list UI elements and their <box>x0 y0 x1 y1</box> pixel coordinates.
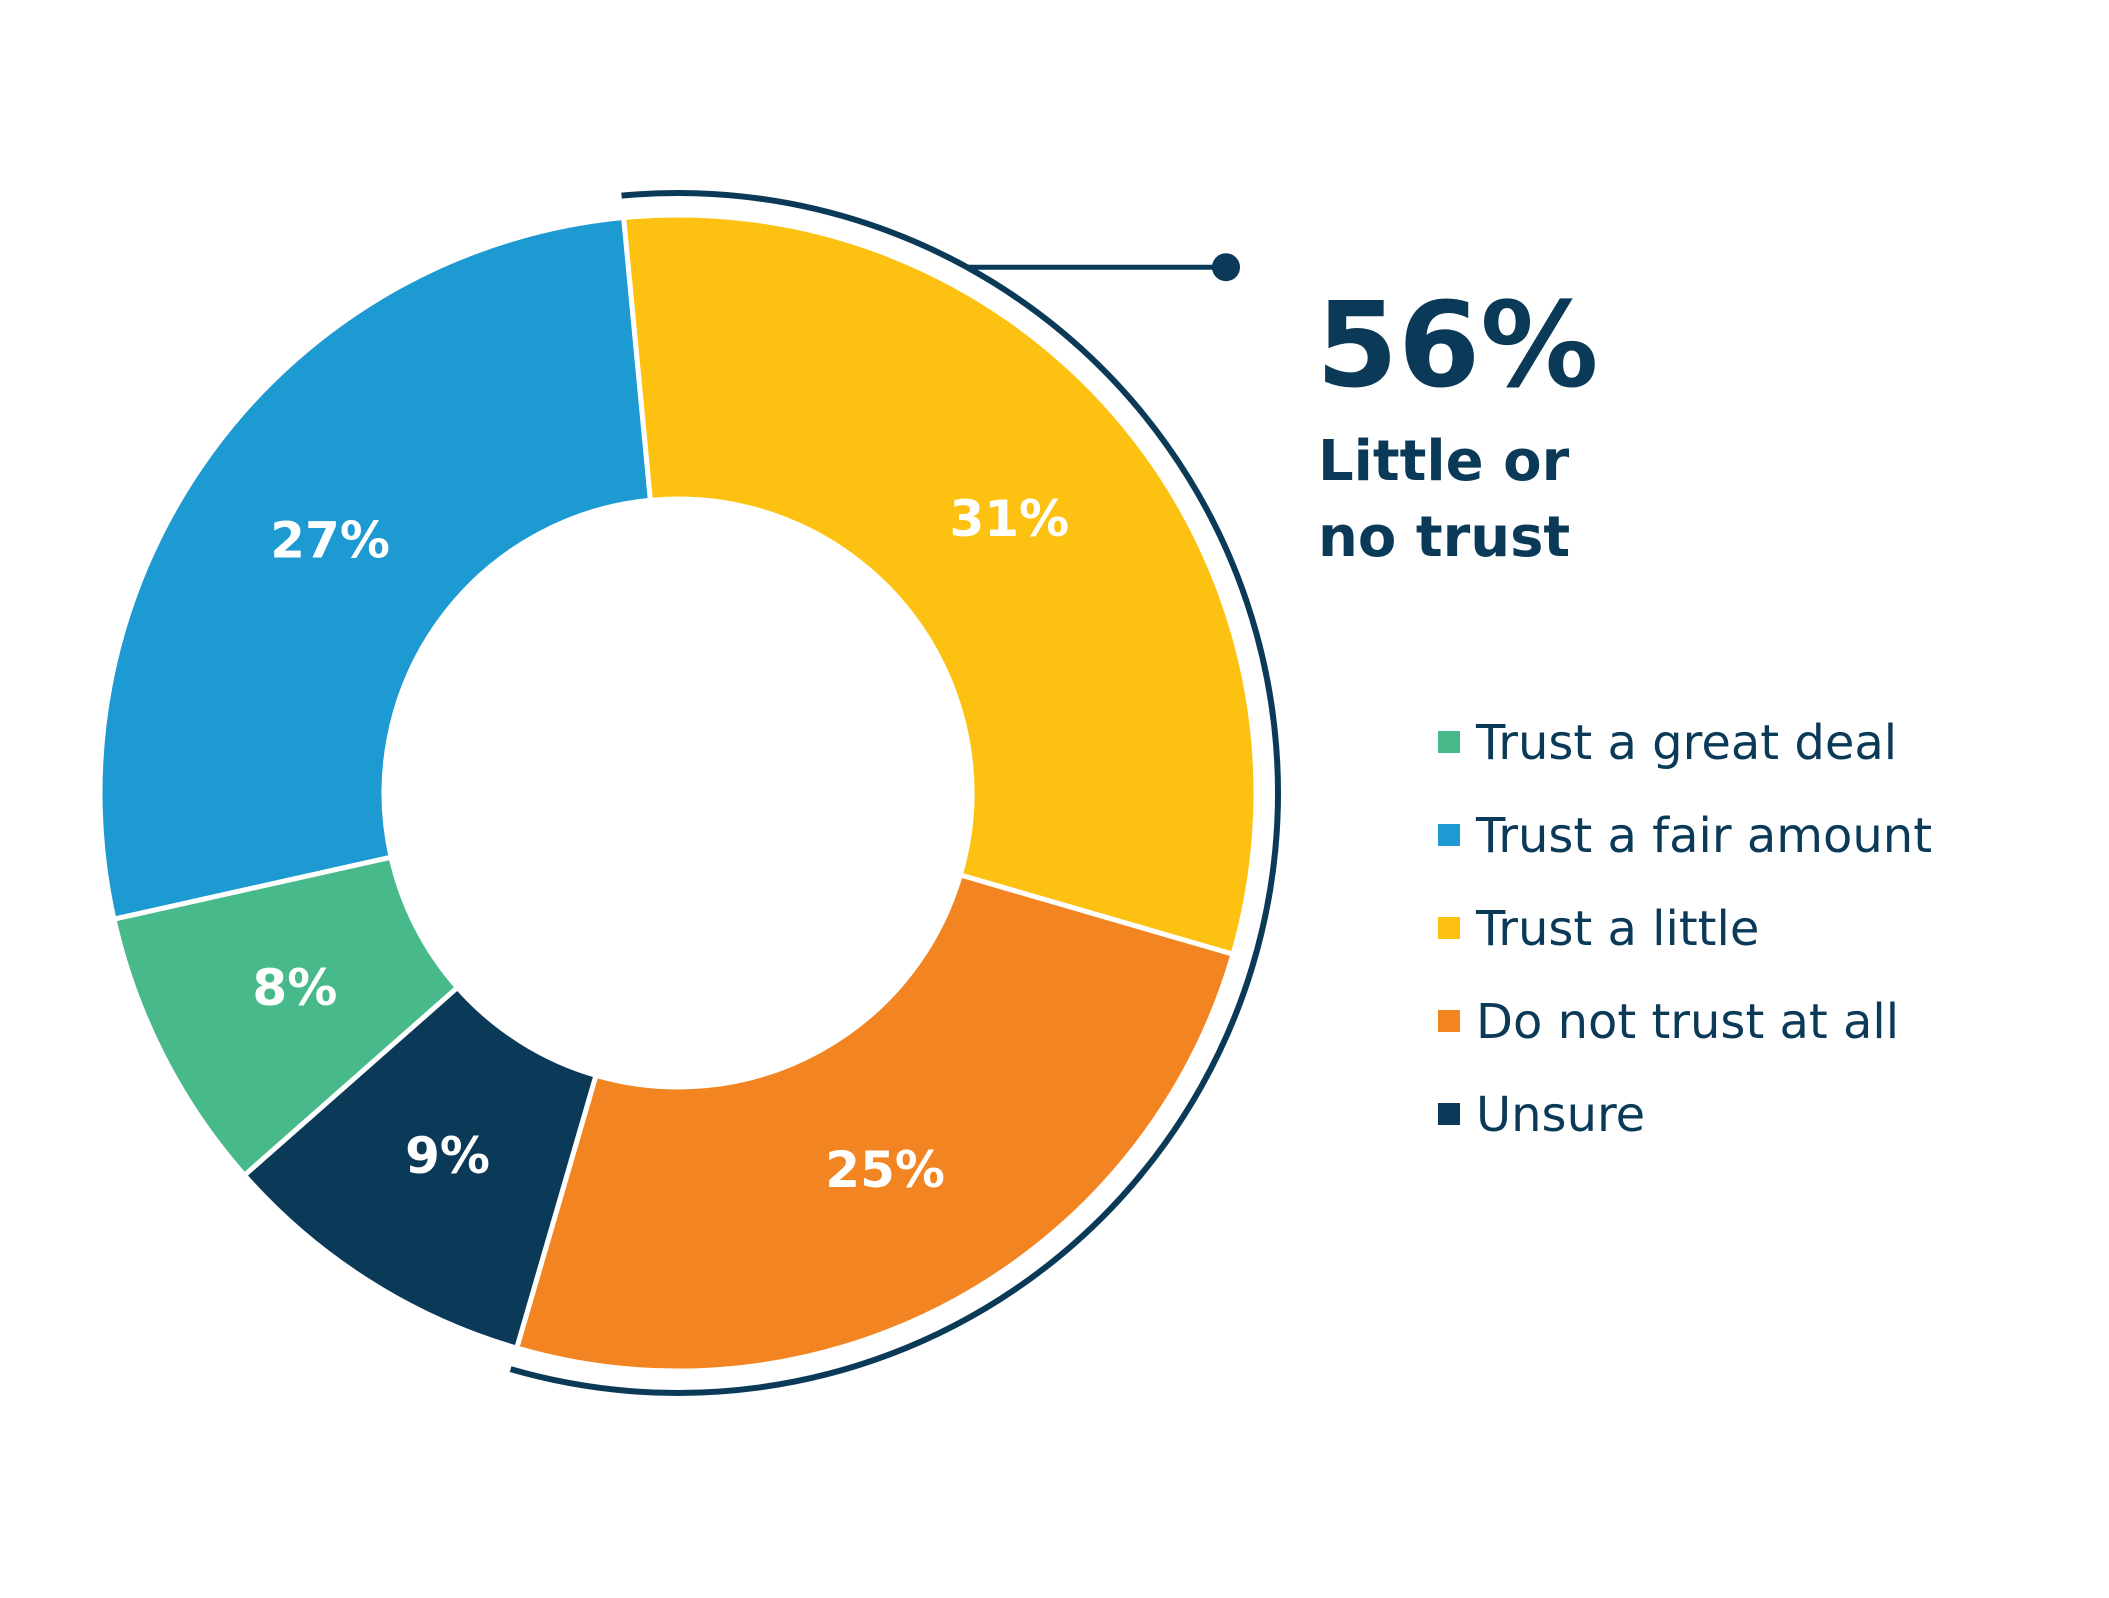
legend-swatch <box>1438 1103 1460 1125</box>
legend-label: Unsure <box>1476 1087 1645 1143</box>
legend-item-trust-a-great-deal: Trust a great deal <box>1438 715 1897 771</box>
legend-swatch <box>1438 824 1460 846</box>
legend-item-unsure: Unsure <box>1438 1087 1645 1143</box>
callout: 56% Little or no trust <box>509 190 1598 1396</box>
callout-value: 56% <box>1316 276 1598 414</box>
legend-item-trust-a-little: Trust a little <box>1438 901 1759 957</box>
legend: Trust a great deal Trust a fair amount T… <box>1438 715 1932 1143</box>
slice-labels: 31% 25% 9% 8% 27% <box>252 490 1069 1199</box>
legend-swatch <box>1438 1010 1460 1032</box>
legend-label: Do not trust at all <box>1476 994 1899 1050</box>
legend-label: Trust a great deal <box>1475 715 1897 771</box>
slice-unsure <box>241 984 599 1351</box>
legend-item-trust-a-fair-amount: Trust a fair amount <box>1438 808 1932 864</box>
callout-line-2: no trust <box>1318 505 1570 570</box>
donut-slices <box>97 212 1259 1374</box>
legend-swatch <box>1438 917 1460 939</box>
slice-label-unsure: 9% <box>405 1127 490 1185</box>
legend-item-do-not-trust-at-all: Do not trust at all <box>1438 994 1899 1050</box>
legend-swatch <box>1438 731 1460 753</box>
slice-label-trust-a-great-deal: 8% <box>252 959 337 1017</box>
slice-label-trust-a-little: 31% <box>949 490 1069 548</box>
slice-label-do-not-trust-at-all: 25% <box>825 1141 945 1199</box>
legend-label: Trust a fair amount <box>1475 808 1932 864</box>
slice-trust-a-little <box>621 212 1259 957</box>
callout-bracket-arc <box>509 190 1281 1396</box>
legend-label: Trust a little <box>1475 901 1759 957</box>
callout-line-1: Little or <box>1318 429 1570 494</box>
slice-do-not-trust-at-all <box>514 872 1236 1374</box>
callout-leader-dot <box>1212 253 1240 282</box>
slice-label-trust-a-fair-amount: 27% <box>270 511 390 569</box>
slice-trust-a-fair-amount <box>97 215 653 922</box>
